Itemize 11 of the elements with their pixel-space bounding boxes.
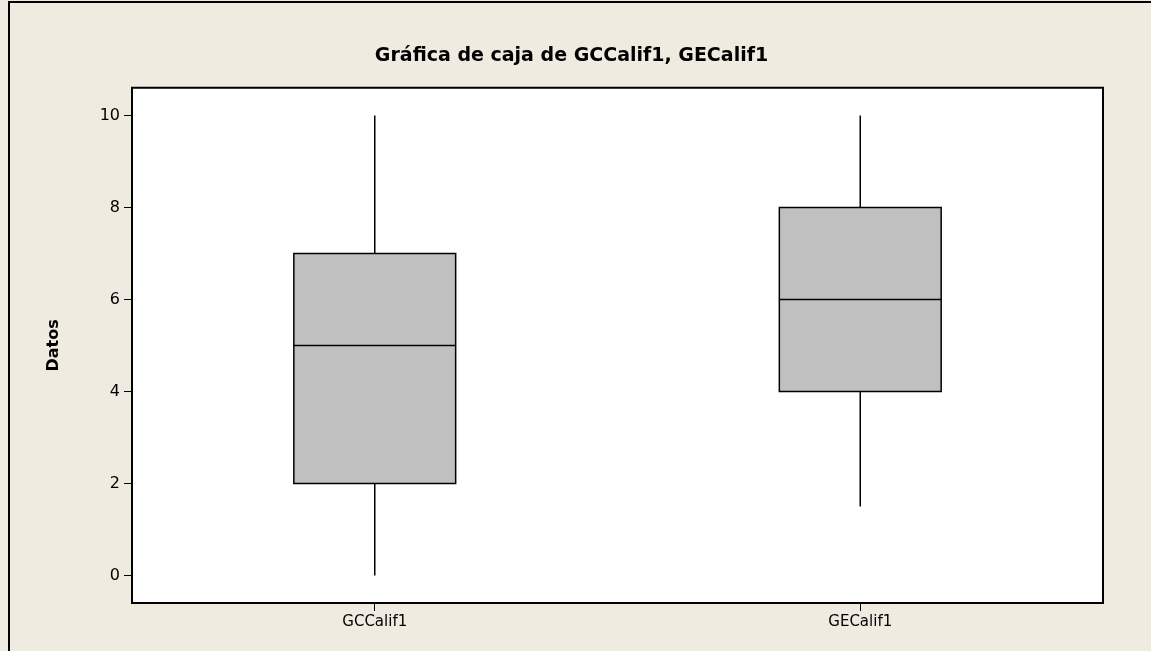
chart-title: Gráfica de caja de GCCalif1, GECalif1 bbox=[374, 43, 769, 66]
y-tick-label: 0 bbox=[109, 564, 120, 584]
y-tick-label: 6 bbox=[109, 288, 120, 308]
x-tick-label: GECalif1 bbox=[828, 611, 893, 630]
y-tick-label: 2 bbox=[109, 472, 120, 492]
y-tick-label: 10 bbox=[99, 104, 120, 124]
figure-frame: Datos Gráfica de caja de GCCalif1, GECalif1 GCCalif1 GECalif1 0 2 4 6 8 10 bbox=[8, 1, 1151, 651]
x-tick-label: GCCalif1 bbox=[342, 611, 408, 630]
y-axis-title: Datos bbox=[42, 319, 62, 372]
y-tick-label: 4 bbox=[109, 380, 120, 400]
y-tick-label: 8 bbox=[109, 196, 120, 216]
